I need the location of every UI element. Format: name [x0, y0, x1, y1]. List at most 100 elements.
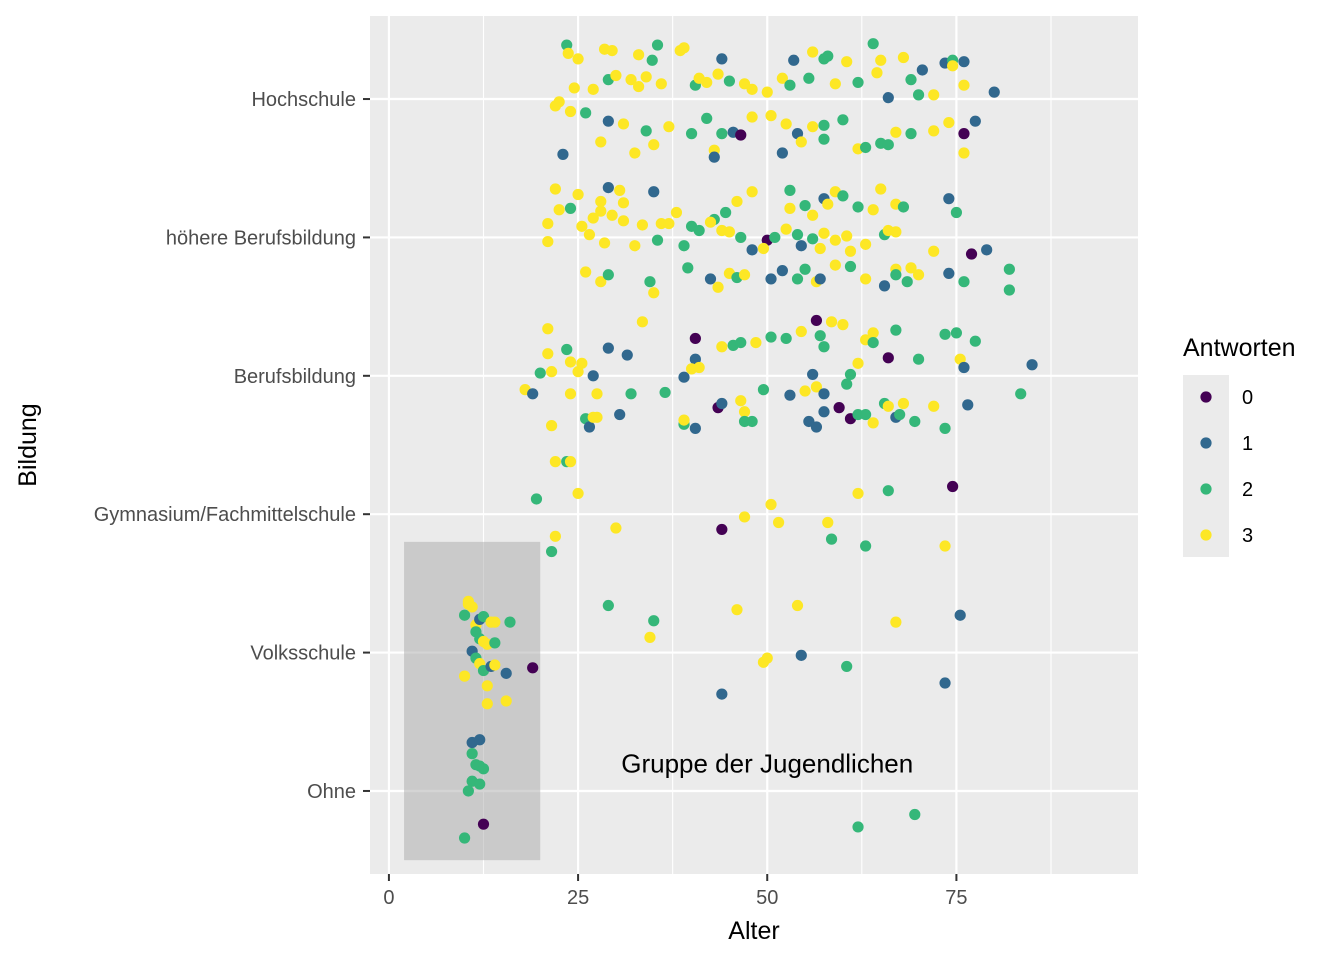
data-point [954, 609, 966, 621]
data-point [897, 51, 910, 64]
data-point [772, 516, 785, 529]
data-point [901, 276, 913, 288]
data-point [670, 206, 683, 219]
data-point [477, 818, 490, 830]
data-point [943, 193, 955, 205]
data-point [803, 72, 815, 84]
data-point [1003, 263, 1015, 275]
data-point [648, 139, 660, 151]
data-point [867, 327, 879, 339]
data-point [776, 265, 788, 277]
data-point [784, 79, 796, 91]
legend-key [1200, 437, 1212, 449]
data-point [617, 215, 630, 227]
data-point [738, 511, 751, 523]
data-point [527, 388, 539, 400]
data-point [958, 361, 970, 374]
data-point [867, 204, 879, 216]
data-point [818, 388, 830, 400]
data-point [693, 224, 705, 237]
data-point [458, 832, 471, 844]
annotation-rect [404, 541, 541, 861]
data-point [720, 206, 732, 219]
data-point [1026, 359, 1038, 371]
data-point [988, 86, 1000, 98]
data-point [678, 42, 690, 54]
data-point [564, 456, 577, 468]
data-point [947, 480, 959, 493]
legend: Antworten 0 1 2 3 [1183, 334, 1296, 557]
data-point [875, 183, 887, 195]
data-point [549, 100, 561, 112]
data-point [837, 190, 849, 202]
data-point [561, 343, 573, 356]
data-point [765, 110, 777, 122]
data-point [731, 604, 743, 616]
legend-title: Antworten [1183, 334, 1296, 362]
data-point [633, 49, 645, 61]
x-axis-title: Alter [728, 917, 779, 945]
legend-key [1200, 391, 1212, 403]
data-point [564, 202, 577, 214]
data-point [882, 485, 894, 497]
data-point [939, 677, 951, 689]
data-point [629, 147, 641, 159]
data-point [557, 148, 569, 160]
data-point [583, 421, 596, 433]
data-point [958, 276, 970, 288]
data-point [757, 242, 770, 255]
data-point [572, 53, 584, 65]
data-point [527, 662, 539, 674]
data-point [822, 50, 834, 62]
data-point [882, 139, 894, 151]
data-point [746, 415, 758, 428]
data-point [912, 269, 925, 281]
data-point [580, 107, 592, 119]
data-point [814, 330, 826, 342]
data-point [583, 229, 596, 241]
data-point [625, 74, 637, 86]
data-point [882, 92, 894, 104]
data-point [928, 245, 940, 257]
data-point [572, 487, 584, 500]
data-point [738, 406, 751, 418]
data-point [489, 616, 501, 628]
data-point [701, 76, 713, 89]
data-point [943, 267, 955, 279]
data-point [882, 352, 894, 364]
data-point [852, 76, 864, 89]
x-tick-label: 0 [383, 887, 394, 909]
data-point [682, 262, 694, 274]
data-point [648, 186, 660, 198]
data-point [958, 56, 970, 68]
data-point [844, 368, 857, 381]
data-point [746, 244, 758, 256]
data-point [780, 332, 792, 345]
data-point [825, 533, 838, 545]
data-point [841, 230, 853, 242]
legend-key-panel [1183, 375, 1229, 557]
data-point [890, 324, 902, 336]
data-point [810, 314, 823, 327]
data-point [746, 186, 758, 198]
data-point [822, 198, 834, 210]
y-tick-label: Berufsbildung [234, 366, 356, 388]
data-point [780, 223, 792, 235]
data-point [807, 209, 819, 221]
data-point [947, 60, 959, 72]
data-point [735, 395, 747, 407]
data-point [890, 616, 902, 628]
data-point [746, 83, 758, 95]
data-point [534, 367, 546, 379]
data-point [549, 530, 561, 542]
data-point [678, 371, 690, 383]
data-point [462, 785, 474, 797]
data-point [466, 748, 478, 760]
data-point [841, 660, 853, 673]
points-layer [458, 38, 1038, 844]
data-point [795, 240, 807, 252]
data-point [761, 86, 773, 98]
data-point [912, 353, 925, 365]
legend-label: 1 [1242, 433, 1253, 455]
